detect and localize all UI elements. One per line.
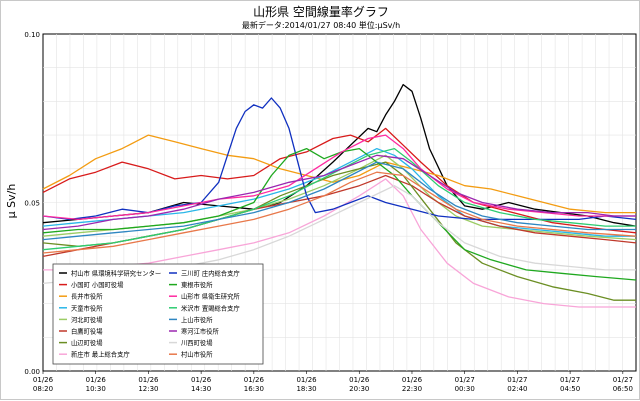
- x-tick-label-date: 01/27: [613, 376, 633, 384]
- legend-box: [52, 263, 264, 365]
- y-tick-label: 0.00: [24, 368, 40, 376]
- legend-label-3: 天童市役所: [71, 303, 103, 312]
- legend-label-1: 小国町 小国町役場: [71, 280, 124, 289]
- series-line-2: [42, 134, 636, 214]
- series-line-11: [42, 147, 636, 251]
- series-line-15: [42, 171, 637, 254]
- x-tick-label-time: 14:30: [191, 385, 211, 393]
- x-tick-label-date: 01/27: [560, 376, 580, 384]
- x-tick-label-time: 02:40: [507, 385, 527, 393]
- legend-label-4: 河北町役場: [71, 315, 103, 324]
- legend-label-12: 上山市役所: [181, 315, 213, 324]
- series-line-13: [42, 154, 636, 231]
- x-tick-label-date: 01/26: [33, 376, 54, 384]
- x-tick-label-date: 01/26: [191, 376, 212, 384]
- x-tick-label-date: 01/26: [402, 376, 423, 384]
- x-tick-label-time: 00:30: [455, 385, 475, 393]
- legend-label-10: 山形市 県衛生研究所: [181, 292, 240, 301]
- series-line-7: [43, 178, 636, 308]
- x-tick-label-date: 01/27: [507, 376, 527, 384]
- series-line-10: [42, 134, 636, 221]
- y-tick-label: 0.10: [24, 31, 40, 39]
- legend-label-5: 白鷹町役場: [71, 327, 103, 336]
- legend-label-14: 川西町役場: [181, 338, 213, 347]
- series-line-12: [42, 161, 636, 241]
- x-tick-label-date: 01/26: [138, 376, 159, 384]
- legend-label-13: 寒河江市役所: [181, 327, 219, 336]
- legend-label-7: 新庄市 最上総合支庁: [71, 350, 130, 359]
- x-tick-label-date: 01/26: [244, 376, 265, 384]
- legend-label-2: 長井市役所: [71, 292, 103, 301]
- legend-label-15: 村山市役所: [181, 350, 213, 359]
- legend-label-9: 東根市役所: [181, 280, 213, 289]
- x-tick-label-time: 16:30: [244, 385, 264, 393]
- chart-subtitle: 最新データ:2014/01/27 08:40 単位:μSv/h: [242, 20, 400, 30]
- x-tick-label-time: 12:30: [138, 385, 158, 393]
- series-line-1: [42, 127, 637, 234]
- y-tick-label: 0.05: [24, 200, 40, 208]
- legend-label-8: 三川町 庄内総合支庁: [181, 269, 240, 278]
- legend-label-0: 村山市 県環境科学研究センター: [71, 269, 161, 278]
- x-tick-label-time: 04:50: [560, 385, 580, 393]
- x-tick-label-date: 01/27: [455, 376, 475, 384]
- x-tick-label-time: 06:50: [613, 385, 633, 393]
- series-line-8: [42, 97, 637, 221]
- x-tick-label-time: 20:30: [349, 385, 369, 393]
- x-tick-label-time: 18:30: [296, 385, 316, 393]
- y-axis-label: μ Sv/h: [5, 184, 18, 219]
- legend-label-6: 山辺町役場: [71, 338, 103, 347]
- x-tick-label-date: 01/26: [349, 376, 370, 384]
- x-tick-label-date: 01/26: [86, 376, 107, 384]
- legend-label-11: 米沢市 置賜総合支庁: [181, 303, 240, 312]
- x-tick-label-date: 01/26: [296, 376, 317, 384]
- x-tick-label-time: 08:20: [33, 385, 53, 393]
- chart-title: 山形県 空間線量率グラフ: [253, 4, 389, 19]
- x-tick-label-time: 22:30: [402, 385, 422, 393]
- x-tick-label-time: 10:30: [86, 385, 106, 393]
